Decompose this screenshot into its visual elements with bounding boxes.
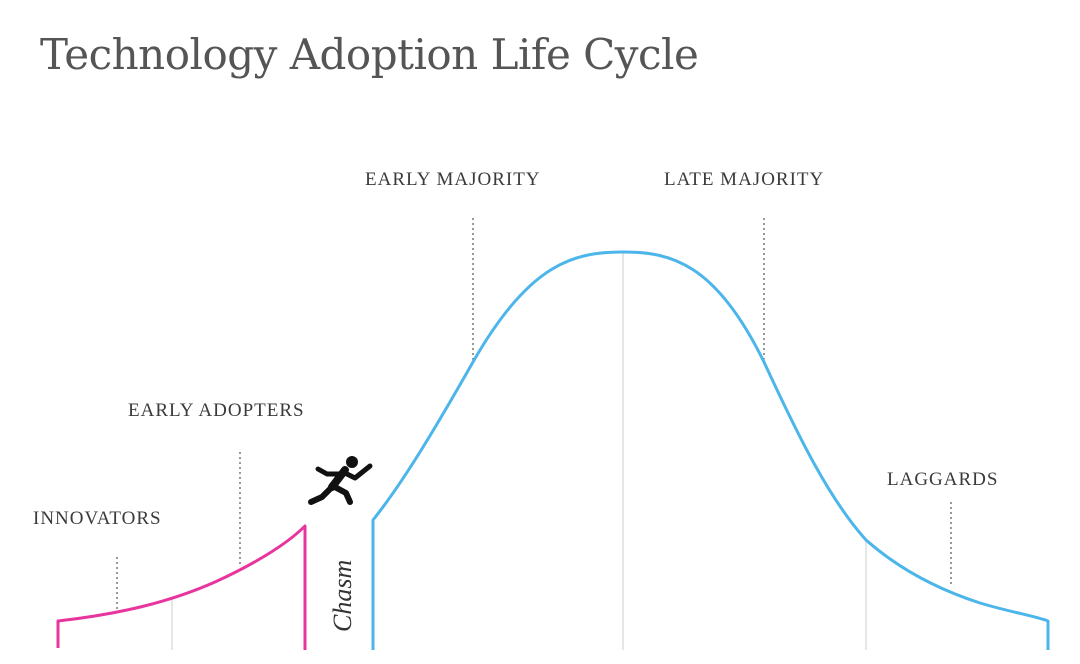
early-market-curve <box>56 524 307 650</box>
label-innovators: INNOVATORS <box>33 508 162 529</box>
running-figure-icon <box>308 456 373 505</box>
label-late-majority: LATE MAJORITY <box>664 169 824 190</box>
mainstream-market-curve <box>371 250 1050 650</box>
page-title: Technology Adoption Life Cycle <box>40 30 699 79</box>
label-laggards: LAGGARDS <box>887 469 998 490</box>
label-early-majority: EARLY MAJORITY <box>365 169 541 190</box>
label-early-adopters: EARLY ADOPTERS <box>128 400 305 421</box>
label-leaders <box>116 218 952 612</box>
label-chasm: Chasm <box>328 560 357 632</box>
segment-dividers <box>171 252 867 650</box>
